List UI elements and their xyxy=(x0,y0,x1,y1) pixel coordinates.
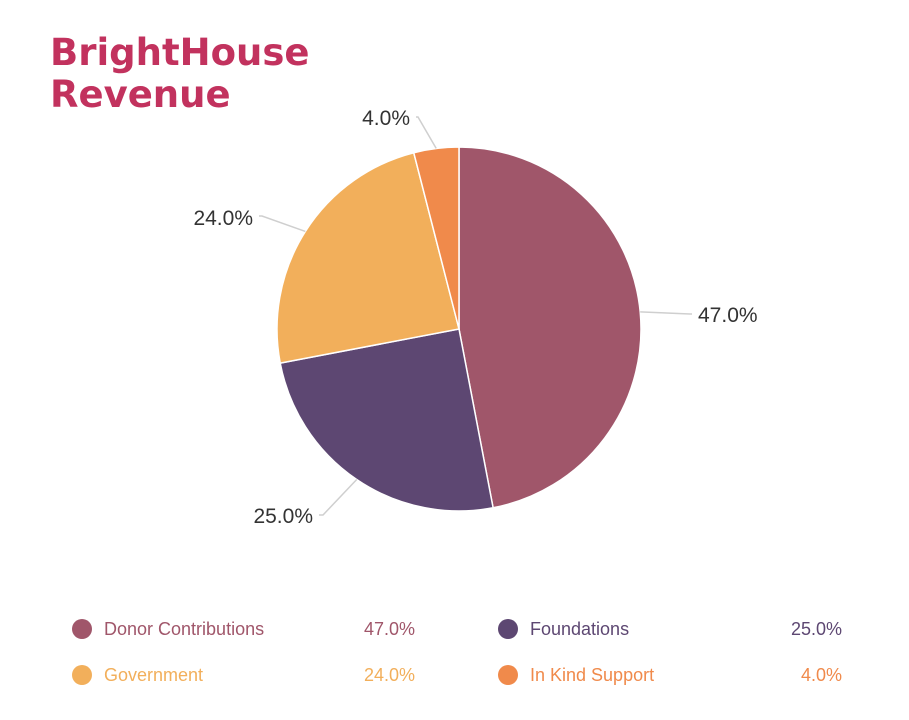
slice-label: 24.0% xyxy=(193,207,253,230)
pie-chart: 47.0% 25.0% 24.0% 4.0% xyxy=(193,107,757,528)
leader-line xyxy=(319,479,358,516)
legend-item-government[interactable]: Government 24.0% xyxy=(72,658,415,692)
pie-slice-donor-contributions[interactable] xyxy=(458,146,642,509)
legend-label: Foundations xyxy=(530,618,630,639)
legend-value: 47.0% xyxy=(363,618,415,639)
legend-label: Donor Contributions xyxy=(104,618,265,639)
legend-item-in-kind-support[interactable]: In Kind Support 4.0% xyxy=(498,658,842,692)
chart-title-line-1: BrightHouse xyxy=(50,31,310,74)
slice-label: 4.0% xyxy=(362,107,410,130)
legend: Donor Contributions 47.0% Foundations 25… xyxy=(72,612,844,702)
legend-item-donor-contributions[interactable]: Donor Contributions 47.0% xyxy=(72,612,415,646)
legend-item-foundations[interactable]: Foundations 25.0% xyxy=(498,612,842,646)
leader-line xyxy=(416,116,437,149)
pie-slice-government[interactable] xyxy=(276,151,460,364)
legend-marker xyxy=(498,665,518,685)
legend-value: 24.0% xyxy=(363,664,415,685)
slice-labels: 47.0% 25.0% 24.0% 4.0% xyxy=(193,107,757,528)
leader-lines xyxy=(259,116,692,516)
legend-value: 4.0% xyxy=(800,664,842,685)
chart-title: BrightHouse Revenue xyxy=(50,32,310,116)
legend-marker xyxy=(498,619,518,639)
leader-line xyxy=(259,215,306,233)
legend-marker xyxy=(72,619,92,639)
pie-slices xyxy=(276,146,642,512)
legend-label: Government xyxy=(104,664,204,685)
legend-marker xyxy=(72,665,92,685)
slice-label: 25.0% xyxy=(253,505,313,528)
pie-slice-foundations[interactable] xyxy=(279,328,494,512)
leader-line xyxy=(640,311,692,315)
chart-title-line-2: Revenue xyxy=(50,73,231,116)
slice-label: 47.0% xyxy=(698,304,758,327)
legend-value: 25.0% xyxy=(790,618,842,639)
pie-slice-in-kind-support[interactable] xyxy=(412,146,460,330)
legend-label: In Kind Support xyxy=(530,664,655,685)
